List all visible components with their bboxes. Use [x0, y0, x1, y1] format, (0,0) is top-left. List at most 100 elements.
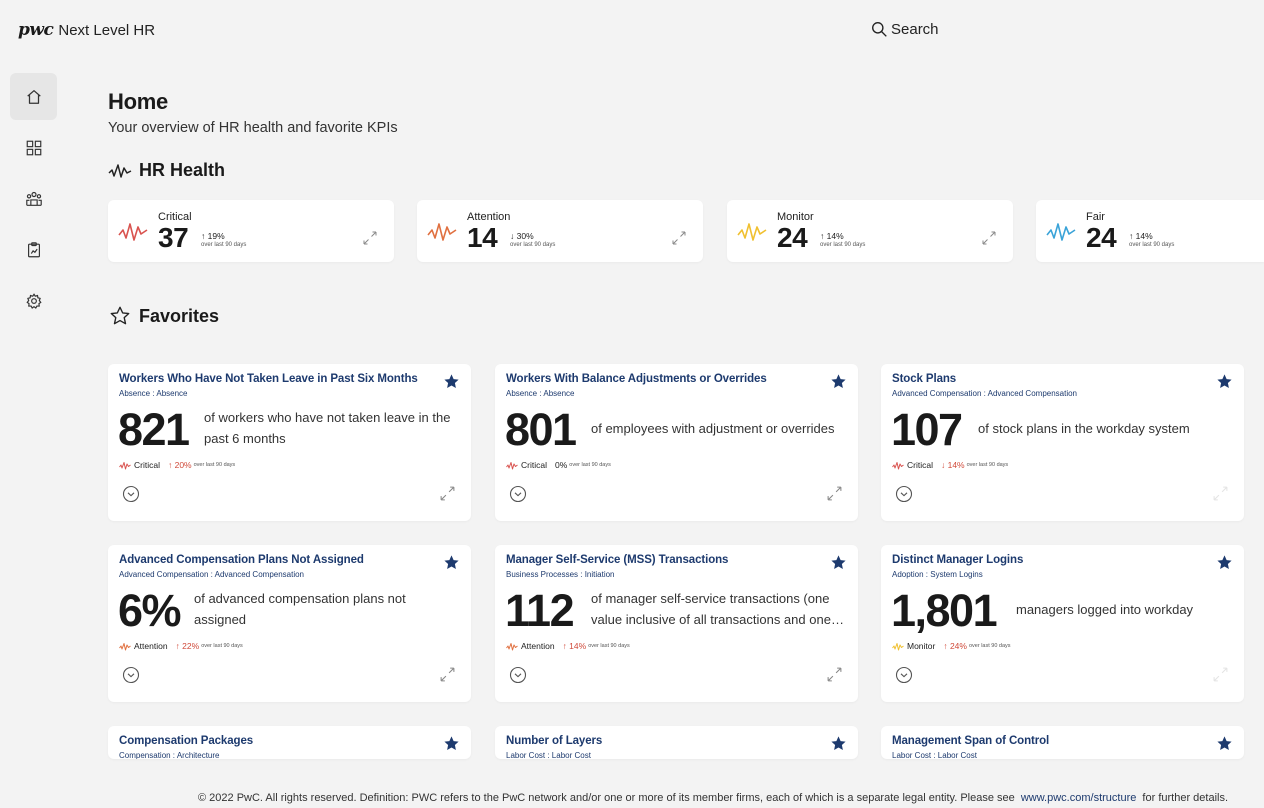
wave-icon: [118, 223, 148, 241]
kpi-card[interactable]: Stock Plans Advanced Compensation : Adva…: [881, 364, 1244, 521]
star-filled-icon[interactable]: [443, 554, 460, 571]
kpi-card-description: of advanced compensation plans not assig…: [194, 591, 406, 627]
wave-icon: [427, 223, 457, 241]
expand-icon[interactable]: [439, 485, 456, 502]
expand-icon[interactable]: [826, 666, 843, 683]
kpi-card[interactable]: Management Span of Control Labor Cost : …: [881, 726, 1244, 759]
kpi-card-change: ↑ 14%: [562, 641, 587, 651]
health-card-change: ↓ 30%: [510, 231, 534, 241]
health-card-fair[interactable]: Fair 24 ↑ 14% over last 90 days: [1036, 200, 1264, 262]
expand-icon[interactable]: [1212, 485, 1229, 502]
chevron-down-circle-icon[interactable]: [509, 485, 527, 503]
star-filled-icon[interactable]: [443, 373, 460, 390]
health-card-note: over last 90 days: [820, 242, 866, 248]
wave-icon: [119, 642, 131, 650]
star-filled-icon[interactable]: [1216, 554, 1233, 571]
sidebar-item-home[interactable]: [10, 73, 57, 120]
kpi-card-title[interactable]: Workers Who Have Not Taken Leave in Past…: [119, 373, 418, 385]
footer-structure-link[interactable]: www.pwc.com/structure: [1020, 792, 1137, 804]
star-filled-icon[interactable]: [1216, 735, 1233, 752]
health-card-value: 37: [158, 222, 189, 253]
kpi-card-value: 107: [891, 404, 963, 455]
kpi-card-change-note: over last 90 days: [968, 643, 1011, 649]
wave-icon: [892, 461, 904, 469]
page-title: Home: [108, 89, 168, 114]
kpi-card-category: Adoption : System Logins: [892, 570, 983, 579]
kpi-card[interactable]: Advanced Compensation Plans Not Assigned…: [108, 545, 471, 702]
kpi-card-status-label: Critical: [521, 460, 547, 470]
expand-icon[interactable]: [826, 485, 843, 502]
kpi-card[interactable]: Compensation Packages Compensation : Arc…: [108, 726, 471, 759]
kpi-card-title[interactable]: Compensation Packages: [119, 735, 254, 747]
kpi-card-title[interactable]: Manager Self-Service (MSS) Transactions: [506, 554, 729, 566]
kpi-card-change: ↓ 14%: [940, 460, 965, 470]
health-card-value: 24: [777, 222, 808, 253]
star-filled-icon[interactable]: [830, 373, 847, 390]
chevron-down-circle-icon[interactable]: [895, 485, 913, 503]
footer: © 2022 PwC. All rights reserved. Definit…: [198, 792, 1228, 804]
favorites-heading: Favorites: [108, 305, 219, 327]
kpi-card-category: Advanced Compensation : Advanced Compens…: [892, 389, 1078, 398]
footer-text: © 2022 PwC. All rights reserved. Definit…: [198, 792, 1015, 804]
kpi-card-title[interactable]: Distinct Manager Logins: [892, 554, 1024, 566]
expand-icon[interactable]: [671, 230, 687, 246]
kpi-card-description: managers logged into workday: [1016, 602, 1194, 617]
wave-icon: [506, 642, 518, 650]
health-card-note: over last 90 days: [1129, 242, 1175, 248]
wave-icon: [1046, 223, 1076, 241]
sidebar-item-reports[interactable]: [10, 226, 57, 273]
star-filled-icon[interactable]: [443, 735, 460, 752]
dashboard-grid-icon: [26, 140, 41, 155]
app-name: Next Level HR: [58, 22, 156, 39]
health-card-attention[interactable]: Attention 14 ↓ 30% over last 90 days: [417, 200, 703, 262]
kpi-card-value: 6%: [118, 585, 182, 636]
chevron-down-circle-icon[interactable]: [122, 666, 140, 684]
kpi-card-status: Critical ↑ 20% over last 90 days: [119, 460, 235, 470]
star-filled-icon[interactable]: [830, 735, 847, 752]
kpi-card-status: Attention ↑ 14% over last 90 days: [506, 641, 630, 651]
top-bar: pwc Next Level HR Search: [0, 0, 1264, 62]
kpi-card-description: of employees with adjustment or override…: [591, 421, 835, 436]
sidebar-item-dashboards[interactable]: [10, 124, 57, 171]
kpi-card[interactable]: Workers With Balance Adjustments or Over…: [495, 364, 858, 521]
kpi-card[interactable]: Number of Layers Labor Cost : Labor Cost: [495, 726, 858, 759]
kpi-card-change: 0%: [554, 460, 568, 470]
kpi-card-status-label: Critical: [134, 460, 160, 470]
health-card-change: ↑ 14%: [820, 231, 844, 241]
kpi-card-status-label: Attention: [521, 641, 555, 651]
expand-icon[interactable]: [981, 230, 997, 246]
kpi-card-title[interactable]: Management Span of Control: [892, 735, 1050, 747]
star-outline-icon: [110, 306, 130, 325]
expand-icon[interactable]: [362, 230, 378, 246]
chevron-down-circle-icon[interactable]: [509, 666, 527, 684]
kpi-card-status-label: Critical: [907, 460, 933, 470]
brand[interactable]: pwc Next Level HR: [18, 20, 155, 40]
kpi-card-change-note: over last 90 days: [966, 462, 1009, 468]
wave-icon: [737, 223, 767, 241]
kpi-card-change-note: over last 90 days: [193, 462, 236, 468]
health-card-critical[interactable]: Critical 37 ↑ 19% over last 90 days: [108, 200, 394, 262]
kpi-card-description: of stock plans in the workday system: [978, 421, 1190, 436]
kpi-card-title[interactable]: Workers With Balance Adjustments or Over…: [506, 373, 767, 385]
kpi-card[interactable]: Workers Who Have Not Taken Leave in Past…: [108, 364, 471, 521]
kpi-card[interactable]: Manager Self-Service (MSS) Transactions …: [495, 545, 858, 702]
star-filled-icon[interactable]: [1216, 373, 1233, 390]
sidebar-item-settings[interactable]: [10, 277, 57, 324]
kpi-card-title[interactable]: Number of Layers: [506, 735, 603, 747]
sidebar-item-teams[interactable]: [10, 175, 57, 222]
expand-icon[interactable]: [439, 666, 456, 683]
kpi-card-title[interactable]: Advanced Compensation Plans Not Assigned: [119, 554, 364, 566]
health-card-label: Critical: [158, 211, 192, 223]
pulse-wave-icon: [108, 163, 132, 178]
kpi-card-description: of manager self-service transactions (on…: [591, 591, 831, 627]
clipboard-chart-icon: [27, 241, 40, 257]
chevron-down-circle-icon[interactable]: [895, 666, 913, 684]
kpi-card[interactable]: Distinct Manager Logins Adoption : Syste…: [881, 545, 1244, 702]
kpi-card-title[interactable]: Stock Plans: [892, 373, 957, 385]
search-button[interactable]: Search: [871, 21, 939, 38]
health-card-monitor[interactable]: Monitor 24 ↑ 14% over last 90 days: [727, 200, 1013, 262]
star-filled-icon[interactable]: [830, 554, 847, 571]
expand-icon[interactable]: [1212, 666, 1229, 683]
kpi-card-status: Critical 0% over last 90 days: [506, 460, 611, 470]
chevron-down-circle-icon[interactable]: [122, 485, 140, 503]
